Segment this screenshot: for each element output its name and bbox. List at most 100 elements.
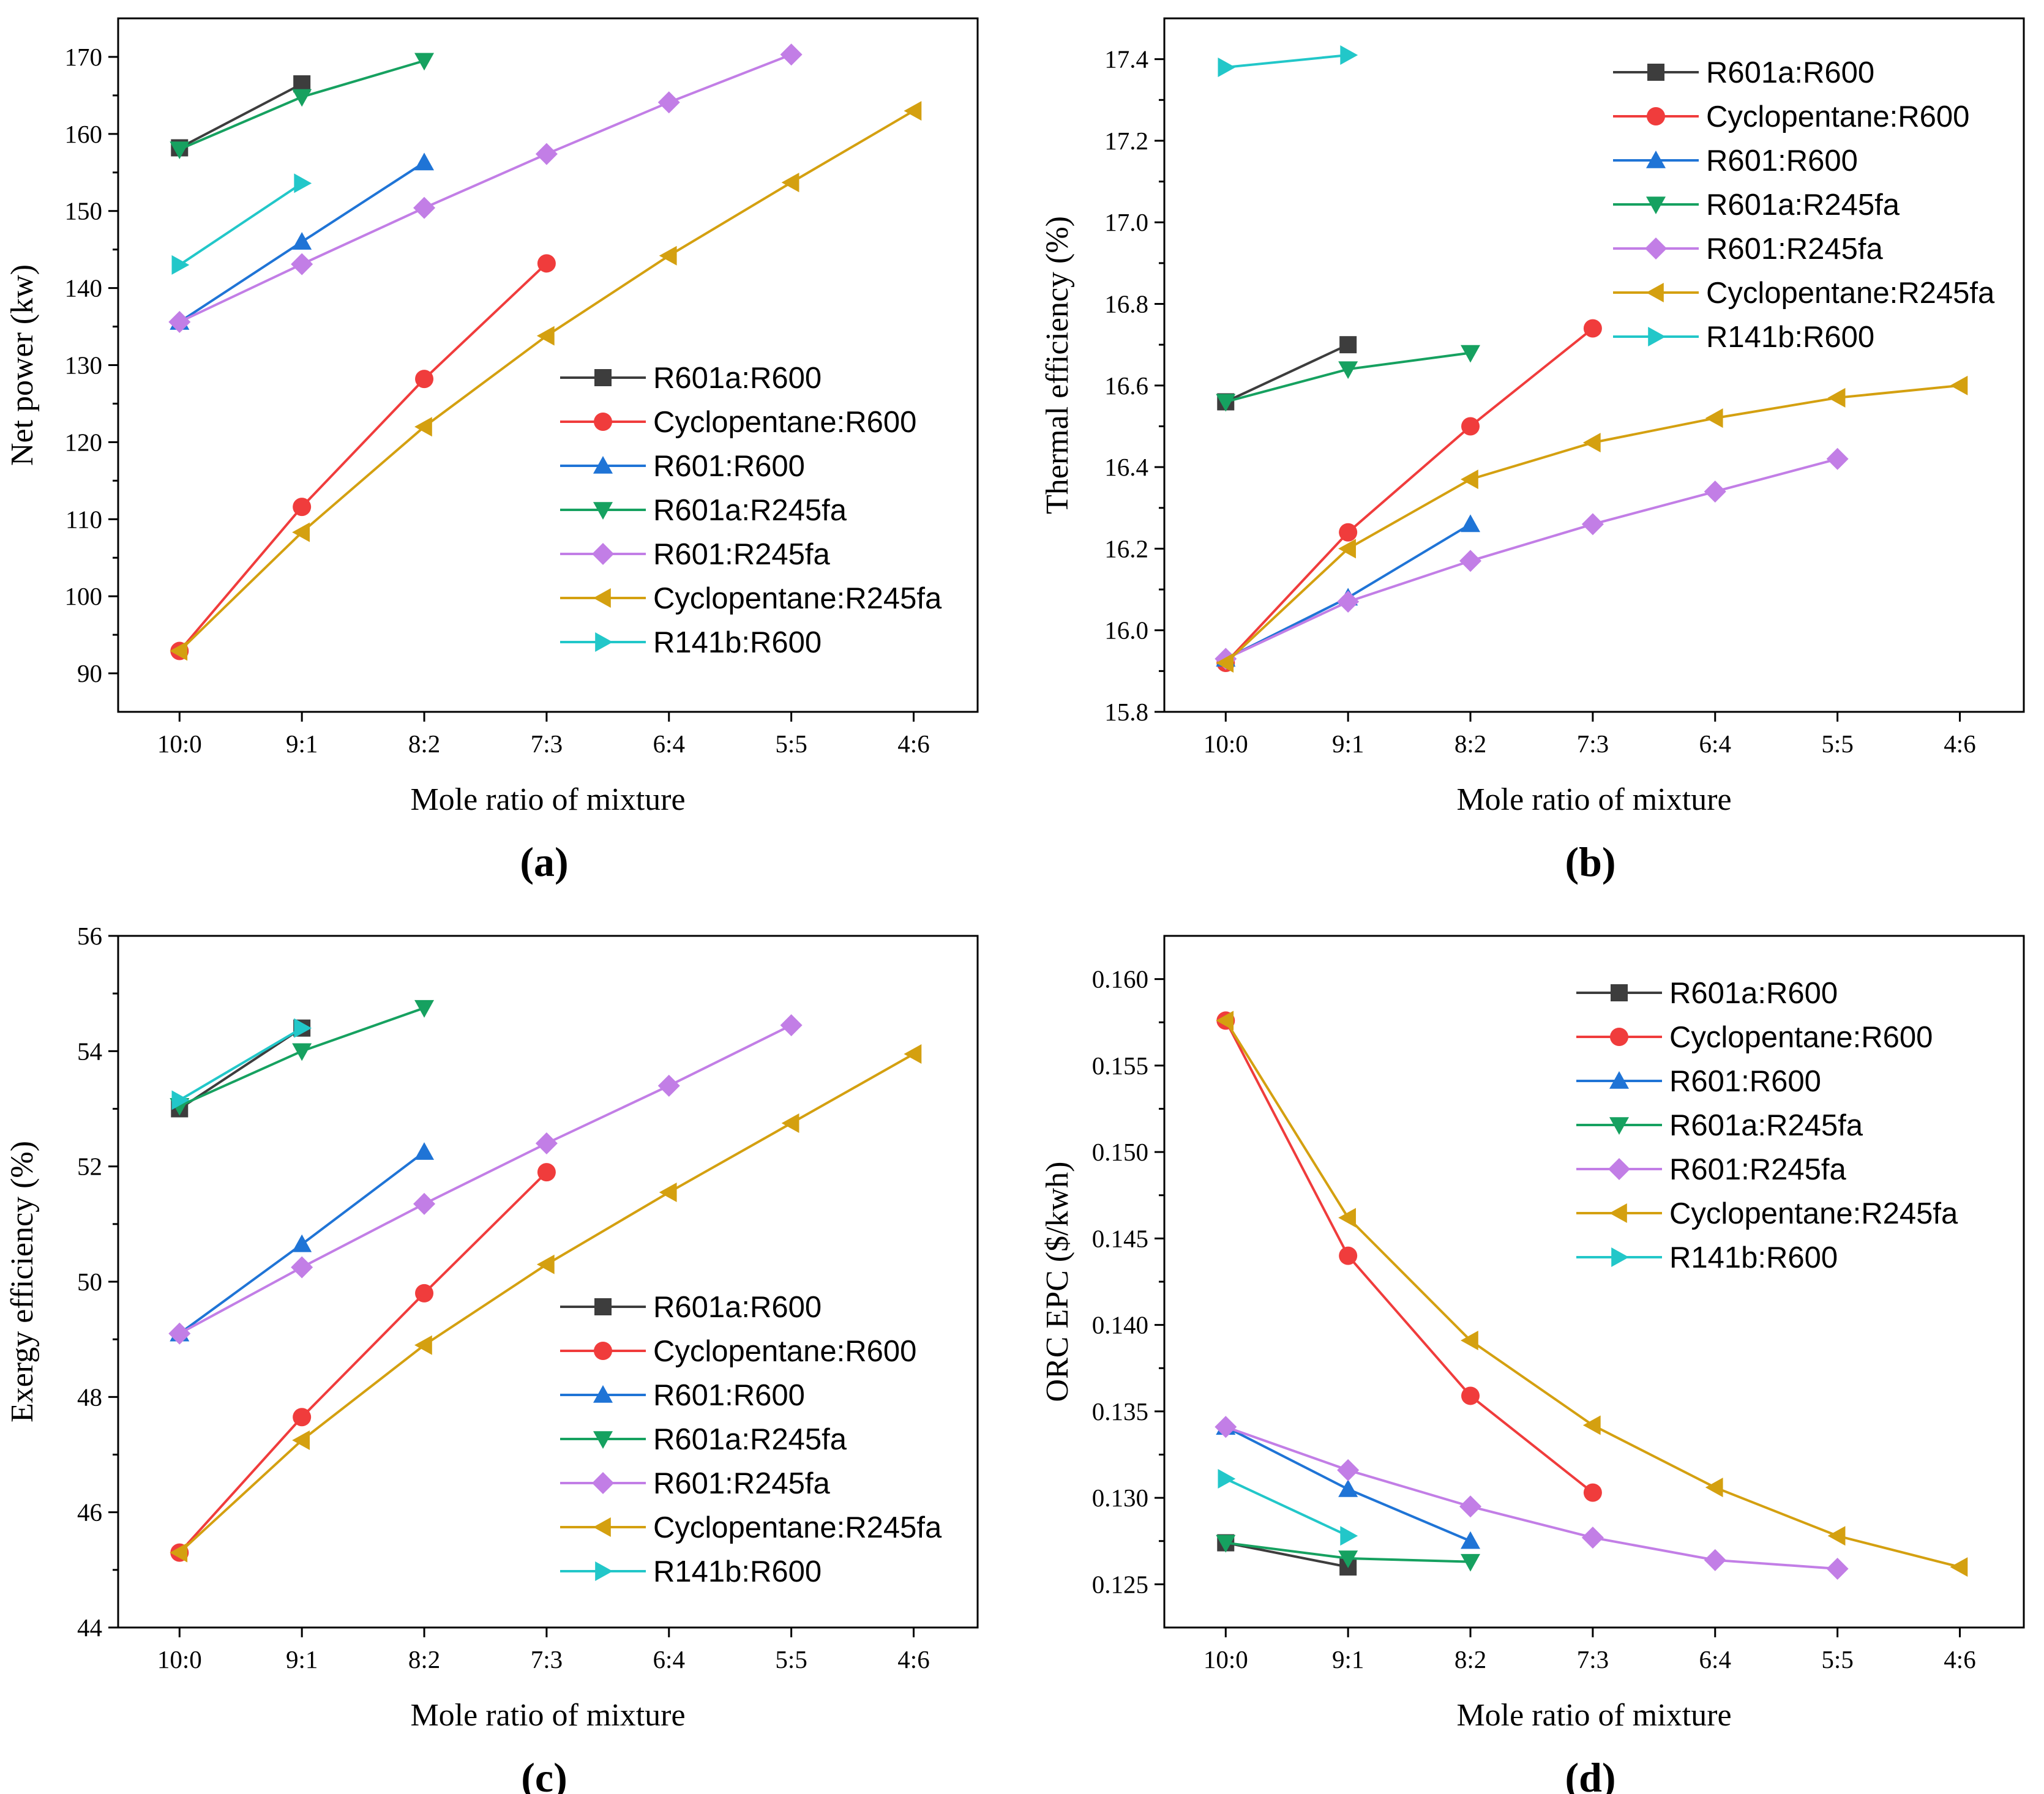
data-point bbox=[657, 1074, 680, 1097]
y-tick-label: 16.8 bbox=[1104, 290, 1148, 318]
x-tick-label: 8:2 bbox=[1454, 730, 1486, 758]
legend-marker bbox=[594, 1342, 612, 1360]
y-tick-label: 48 bbox=[77, 1383, 102, 1411]
legend-marker bbox=[1645, 237, 1667, 260]
legend-label: R601a:R245fa bbox=[1706, 189, 1900, 222]
x-tick-label: 7:3 bbox=[1577, 730, 1609, 758]
plot-frame bbox=[1163, 17, 2025, 713]
data-point bbox=[415, 370, 434, 389]
legend-label: R601a:R600 bbox=[1669, 977, 1838, 1010]
data-point bbox=[1338, 539, 1356, 559]
data-point bbox=[904, 1044, 922, 1064]
legend-label: R141b:R600 bbox=[653, 626, 822, 659]
panel-label: (c) bbox=[521, 1754, 567, 1794]
y-tick-label: 0.145 bbox=[1092, 1224, 1148, 1252]
chart-panel-d: 10:0 9:1 8:2 7:3 6:4 5:5 4:6 0.125 0.130 0.135 0.1… bbox=[1040, 935, 2025, 1794]
data-point bbox=[1827, 1526, 1846, 1546]
y-tick-label: 90 bbox=[77, 659, 102, 687]
data-point bbox=[1337, 1459, 1360, 1481]
y-tick-label: 0.140 bbox=[1092, 1311, 1148, 1339]
legend-marker bbox=[595, 632, 613, 652]
data-point bbox=[1461, 1386, 1480, 1405]
x-tick-label: 7:3 bbox=[531, 1645, 563, 1673]
data-point bbox=[1215, 1416, 1237, 1438]
legend-label: R601:R245fa bbox=[653, 538, 831, 571]
data-point bbox=[294, 1018, 312, 1038]
series-line bbox=[179, 83, 303, 149]
legend-marker bbox=[593, 1431, 613, 1449]
y-tick-label: 100 bbox=[65, 582, 103, 610]
x-tick-label: 6:4 bbox=[653, 730, 685, 758]
series-r601-r245fa bbox=[1215, 447, 1849, 670]
data-point bbox=[536, 1254, 555, 1274]
legend-marker bbox=[593, 588, 611, 608]
series-line bbox=[1225, 1478, 1349, 1538]
y-tick-label: 16.6 bbox=[1104, 372, 1148, 400]
x-axis-title: Mole ratio of mixture bbox=[410, 1698, 685, 1733]
y-tick-label: 170 bbox=[65, 43, 103, 71]
x-tick-label: 10:0 bbox=[1204, 730, 1248, 758]
series-r601a-r245fa bbox=[170, 1000, 435, 1116]
data-point bbox=[413, 1192, 436, 1215]
y-axis-title: Net power (kw) bbox=[5, 264, 40, 466]
data-point bbox=[781, 173, 799, 193]
legend: R601a:R600 Cyclopentane:R600 R601:R600 R601… bbox=[1576, 977, 1958, 1274]
data-point bbox=[1218, 57, 1236, 77]
y-axis-title: ORC EPC ($/kwh) bbox=[1040, 1162, 1075, 1402]
legend-marker bbox=[593, 456, 613, 474]
x-axis-title: Mole ratio of mixture bbox=[410, 782, 685, 817]
legend-marker bbox=[593, 1517, 611, 1537]
legend-label: Cyclopentane:R600 bbox=[1706, 100, 1969, 133]
series-cyclopentane-r600 bbox=[1216, 1011, 1602, 1502]
y-axis-title: Exergy efficiency (%) bbox=[5, 1141, 40, 1422]
series-r601a-r245fa bbox=[1216, 345, 1481, 412]
data-point bbox=[657, 91, 680, 114]
data-point bbox=[1461, 469, 1478, 490]
data-point bbox=[292, 522, 310, 542]
data-point bbox=[1461, 345, 1481, 363]
x-axis-title: Mole ratio of mixture bbox=[1456, 1698, 1731, 1733]
series-line bbox=[178, 1171, 548, 1553]
x-tick-label: 7:3 bbox=[531, 730, 563, 758]
series-r601-r245fa bbox=[168, 43, 803, 334]
legend-label: Cyclopentane:R600 bbox=[653, 406, 916, 439]
y-tick-label: 16.4 bbox=[1104, 453, 1148, 481]
data-point bbox=[1459, 1495, 1482, 1518]
x-tick-label: 4:6 bbox=[1944, 1645, 1975, 1673]
series-r601a-r245fa bbox=[1216, 1534, 1481, 1572]
x-tick-label: 9:1 bbox=[1332, 730, 1364, 758]
legend-label: R601:R245fa bbox=[1706, 233, 1884, 266]
x-tick-label: 9:1 bbox=[286, 730, 318, 758]
data-point bbox=[292, 232, 312, 250]
data-point bbox=[1826, 447, 1849, 470]
data-point bbox=[1705, 1478, 1723, 1498]
y-tick-label: 46 bbox=[77, 1498, 102, 1527]
data-point bbox=[1826, 1557, 1849, 1580]
series-line bbox=[179, 53, 792, 323]
data-point bbox=[1459, 550, 1482, 572]
data-point bbox=[659, 1183, 677, 1203]
x-tick-label: 9:1 bbox=[286, 1645, 318, 1673]
legend-marker bbox=[1647, 107, 1665, 125]
legend: R601a:R600 Cyclopentane:R600 R601:R600 R601… bbox=[1613, 56, 1995, 354]
series-cyclopentane-r245fa bbox=[1216, 1011, 1968, 1577]
series-line bbox=[1225, 457, 1838, 660]
data-point bbox=[292, 89, 312, 107]
legend-label: Cyclopentane:R245fa bbox=[653, 1511, 942, 1544]
data-point bbox=[170, 1542, 188, 1563]
legend-label: R601a:R600 bbox=[1706, 56, 1874, 89]
series-r601-r245fa bbox=[168, 1014, 803, 1345]
y-tick-label: 56 bbox=[77, 922, 102, 950]
legend-marker bbox=[1609, 1071, 1629, 1089]
legend-marker bbox=[593, 502, 613, 520]
y-tick-label: 0.150 bbox=[1092, 1138, 1148, 1166]
y-tick-label: 110 bbox=[66, 505, 102, 533]
data-point bbox=[293, 1408, 312, 1427]
y-tick-label: 0.135 bbox=[1092, 1397, 1148, 1426]
series-line bbox=[179, 1024, 792, 1335]
legend-label: R601:R245fa bbox=[653, 1467, 831, 1500]
series-line bbox=[1224, 1020, 1594, 1494]
y-tick-label: 160 bbox=[65, 120, 103, 148]
series-line bbox=[179, 1026, 303, 1102]
data-point bbox=[414, 1142, 435, 1160]
